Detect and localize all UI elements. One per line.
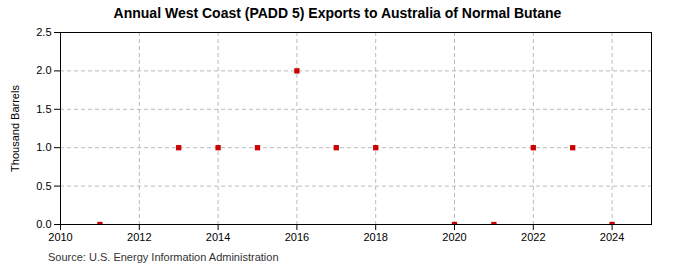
html-text:Annual West Coast (PADD 5) Exp: Annual West Coast (PADD 5) Exports to Au… [113,5,562,21]
svg-text:2018: 2018 [363,231,387,243]
svg-text:2024: 2024 [600,231,624,243]
svg-text:2.0: 2.0 [36,64,51,76]
svg-text:2010: 2010 [48,231,72,243]
svg-text:2020: 2020 [442,231,466,243]
html-text:Source: U.S. Energy Informatio: Source: U.S. Energy Information Administ… [48,251,279,263]
svg-text:1.0: 1.0 [36,141,51,153]
svg-text:0.0: 0.0 [36,218,51,230]
svg-text:0.5: 0.5 [36,180,51,192]
svg-text:2016: 2016 [285,231,309,243]
svg-text:Thousand Barrels: Thousand Barrels [9,85,21,172]
svg-text:2.5: 2.5 [36,26,51,38]
svg-text:1.5: 1.5 [36,103,51,115]
svg-text:2012: 2012 [127,231,151,243]
svg-text:2022: 2022 [521,231,545,243]
svg-text:2014: 2014 [206,231,230,243]
